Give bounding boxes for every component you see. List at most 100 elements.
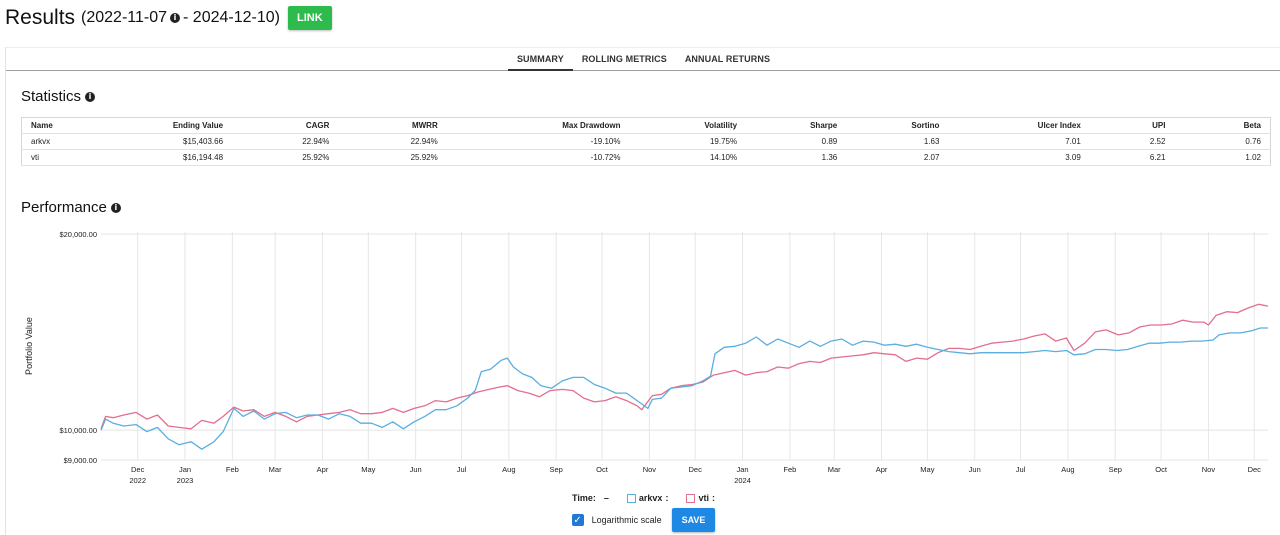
table-row: vti $16,194.48 25.92% 25.92% -10.72% 14.… (21, 149, 1271, 166)
x-tick-label: Dec (689, 465, 703, 474)
chart-grid (101, 232, 1268, 461)
x-tick-label: Feb (783, 465, 796, 474)
x-tick-label: Apr (317, 465, 329, 474)
x-tick-label: Aug (502, 465, 515, 474)
table-header-row: Name Ending Value CAGR MWRR Max Drawdown… (21, 117, 1271, 134)
tab-summary[interactable]: SUMMARY (507, 48, 573, 71)
tab-rolling-metrics[interactable]: ROLLING METRICS (581, 54, 667, 64)
info-icon[interactable]: i (110, 202, 121, 213)
table-cell: 1.02 (1174, 149, 1271, 166)
table-cell: 1.63 (846, 133, 949, 150)
x-tick-label: Jan (179, 465, 191, 474)
table-cell: 19.75% (629, 133, 747, 150)
series-line-vti[interactable] (100, 303, 1269, 430)
x-tick-label: Sep (1109, 465, 1122, 474)
x-tick-label: Jan (736, 465, 748, 474)
y-tick-label: $9,000.00 (64, 456, 97, 465)
table-row: arkvx $15,403.66 22.94% 22.94% -19.10% 1… (21, 133, 1271, 150)
x-tick-label: Feb (226, 465, 239, 474)
x-tick-year-label: 2022 (129, 476, 146, 485)
time-value: – (603, 493, 609, 503)
x-tick-label: Aug (1061, 465, 1074, 474)
column-header[interactable]: CAGR (232, 117, 339, 134)
table-cell: 1.36 (746, 149, 847, 166)
x-tick-label: Mar (269, 465, 282, 474)
table-cell: $16,194.48 (93, 149, 233, 166)
table-cell: 3.09 (948, 149, 1090, 166)
table-cell: $15,403.66 (93, 133, 233, 150)
table-cell: -10.72% (446, 149, 630, 166)
series-line-arkvx[interactable] (100, 327, 1268, 450)
x-tick-label: Oct (1155, 465, 1168, 474)
x-tick-label: Jul (457, 465, 467, 474)
results-header: Results (2022-11-07 i - 2024-12-10) LINK (5, 4, 332, 32)
legend-swatch (686, 493, 696, 503)
table-cell: arkvx (21, 133, 94, 150)
x-tick-label: Oct (596, 465, 609, 474)
table-cell: 22.94% (232, 133, 339, 150)
x-tick-label: May (361, 465, 375, 474)
column-header[interactable]: Ending Value (93, 117, 233, 134)
log-scale-label: Logarithmic scale (591, 515, 662, 525)
page-title: Results (5, 6, 76, 29)
y-axis-label: Portfolio Value (24, 317, 34, 375)
column-header[interactable]: UPI (1089, 117, 1175, 134)
time-label: Time: (572, 493, 596, 503)
date-range-start: (2022-11-07 (81, 9, 168, 26)
column-header[interactable]: Max Drawdown (446, 117, 630, 134)
date-range: (2022-11-07 i - 2024-12-10) (81, 9, 280, 27)
table-cell: 6.21 (1089, 149, 1175, 166)
column-header[interactable]: Sortino (846, 117, 949, 134)
column-header[interactable]: Volatility (629, 117, 747, 134)
x-tick-label: Dec (131, 465, 145, 474)
log-scale-checkbox[interactable]: ✓ (571, 514, 584, 526)
y-tick-label: $20,000.00 (59, 230, 97, 239)
chart-legend: Time: – arkvx: vti: (6, 491, 1280, 505)
table-cell: 25.92% (232, 149, 339, 166)
save-button[interactable]: SAVE (671, 508, 716, 532)
table-cell: 0.76 (1174, 133, 1271, 150)
scale-row: ✓ Logarithmic scale SAVE (6, 508, 1280, 532)
x-tick-label: Nov (643, 465, 657, 474)
legend-item-arkvx[interactable]: arkvx: (626, 493, 668, 503)
performance-heading: Performance i (21, 199, 124, 216)
column-header[interactable]: Beta (1174, 117, 1271, 134)
x-tick-label: May (920, 465, 934, 474)
table-cell: 22.94% (338, 133, 447, 150)
legend-label-vti: vti (698, 493, 709, 503)
tab-bar: SUMMARY ROLLING METRICS ANNUAL RETURNS (6, 48, 1280, 71)
x-tick-label: Jun (969, 465, 981, 474)
date-range-end: - 2024-12-10) (183, 9, 280, 26)
table-cell: vti (21, 149, 94, 166)
x-tick-year-label: 2023 (177, 476, 194, 485)
column-header[interactable]: Sharpe (746, 117, 847, 134)
table-cell: -19.10% (446, 133, 630, 150)
legend-label-arkvx: arkvx (638, 493, 663, 503)
statistics-title: Statistics (21, 88, 82, 105)
link-button[interactable]: LINK (287, 6, 332, 30)
x-tick-label: Sep (550, 465, 563, 474)
legend-swatch (626, 493, 636, 503)
legend-item-vti[interactable]: vti: (686, 493, 715, 503)
x-axis: Dec 2022 Jan 2023 Feb Mar Apr May Jun Jul Aug Sep Oc… (129, 465, 1261, 485)
tab-annual-returns[interactable]: ANNUAL RETURNS (684, 54, 771, 64)
info-icon[interactable]: i (170, 13, 181, 23)
y-tick-label: $10,000.00 (59, 426, 97, 435)
chart-controls: Time: – arkvx: vti: ✓ Logarithmic scale … (6, 491, 1280, 532)
column-header[interactable]: Name (21, 117, 94, 134)
x-tick-year-label: 2024 (734, 476, 751, 485)
table-cell: 25.92% (338, 149, 447, 166)
column-header[interactable]: Ulcer Index (948, 117, 1090, 134)
performance-chart[interactable]: $20,000.00 $10,000.00 $9,000.00 Dec 2022 Jan… (6, 48, 1280, 491)
table-cell: 7.01 (948, 133, 1090, 150)
x-tick-label: Jul (1016, 465, 1026, 474)
table-cell: 2.52 (1089, 133, 1175, 150)
x-tick-label: Apr (876, 465, 888, 474)
performance-title: Performance (21, 199, 107, 216)
table-cell: 2.07 (846, 149, 949, 166)
x-tick-label: Jun (410, 465, 422, 474)
info-icon[interactable]: i (85, 91, 96, 102)
x-tick-label: Dec (1248, 465, 1262, 474)
column-header[interactable]: MWRR (338, 117, 447, 134)
chart-series (100, 303, 1269, 450)
